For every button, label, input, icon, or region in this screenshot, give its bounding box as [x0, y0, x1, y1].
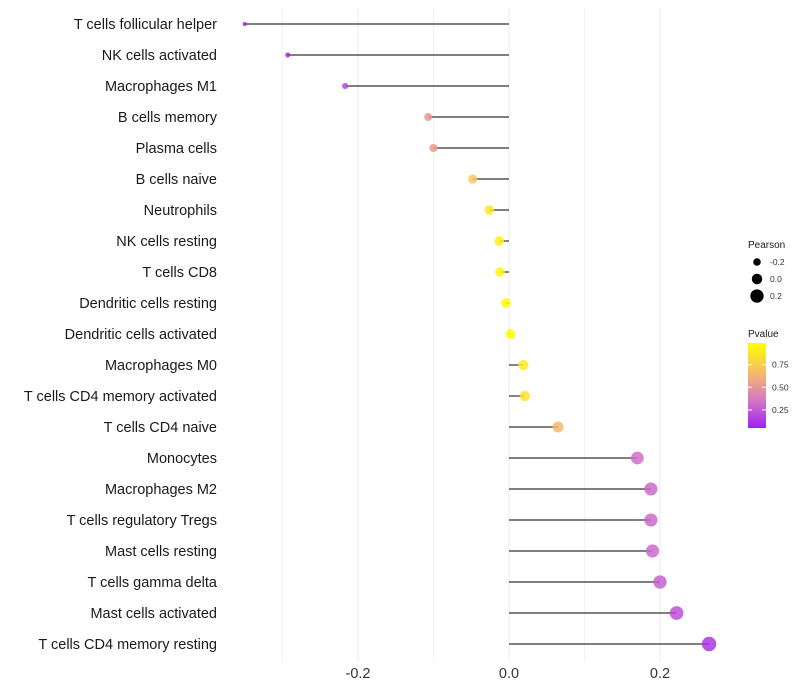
legend-pearson-key: [751, 273, 763, 285]
legend-pearson-label: 0.0: [770, 274, 782, 284]
legend-pearson: Pearson -0.2 0.0 0.2: [748, 240, 785, 303]
lollipop-point: [342, 82, 349, 90]
category-label: Monocytes: [147, 451, 217, 467]
lollipop-point: [644, 513, 658, 527]
category-label: Plasma cells: [136, 141, 217, 157]
category-label: NK cells resting: [116, 234, 217, 250]
lollipop-point: [669, 606, 684, 620]
category-label: T cells CD4 memory resting: [38, 637, 217, 653]
category-label: Macrophages M0: [105, 358, 217, 374]
lollipop-point: [285, 52, 291, 58]
lollipop-point: [424, 112, 433, 122]
pvalue-colorbar: [748, 343, 766, 428]
category-label: Mast cells resting: [105, 544, 217, 560]
category-labels: T cells follicular helper NK cells activa…: [24, 17, 218, 653]
lollipop-point: [644, 482, 658, 496]
category-label: T cells regulatory Tregs: [67, 513, 217, 529]
legend-pearson-key: [750, 289, 764, 303]
lollipop-point: [645, 544, 660, 558]
lollipop-point: [518, 359, 529, 371]
lollipop-point: [501, 298, 511, 308]
lollipop-points: [242, 22, 717, 652]
category-label: NK cells activated: [102, 48, 217, 64]
lollipop-point: [242, 22, 247, 26]
category-label: Dendritic cells resting: [79, 296, 217, 312]
x-tick-label: -0.2: [346, 666, 371, 682]
lollipop-point: [505, 329, 516, 339]
legend-pearson-title: Pearson: [748, 240, 785, 251]
legend-pvalue-label: 0.50: [772, 382, 789, 392]
lollipop-point: [701, 636, 717, 652]
category-label: B cells memory: [118, 110, 218, 126]
category-label: B cells naive: [136, 172, 217, 188]
legend-pvalue: Pvalue 0.75 0.50 0.25: [748, 329, 789, 428]
legend-pearson-label: 0.2: [770, 291, 782, 301]
lollipop-point: [468, 174, 478, 184]
lollipop-point: [653, 575, 667, 589]
lollipop-point: [495, 267, 505, 277]
category-label: Macrophages M2: [105, 482, 217, 498]
lollipop-point: [494, 236, 505, 246]
lollipop-point: [519, 390, 530, 402]
category-label: T cells CD8: [142, 265, 217, 281]
category-label: T cells follicular helper: [74, 17, 217, 33]
x-axis: -0.2 0.0 0.2: [346, 666, 671, 682]
x-tick-label: 0.2: [650, 666, 670, 682]
legend-pvalue-label: 0.25: [772, 405, 789, 415]
category-label: Dendritic cells activated: [65, 327, 217, 343]
lollipop-segments: [244, 23, 710, 645]
legend-pearson-key: [753, 258, 761, 266]
category-label: T cells gamma delta: [88, 575, 218, 591]
category-label: Neutrophils: [144, 203, 217, 219]
category-label: Macrophages M1: [105, 79, 217, 95]
lollipop-point: [552, 421, 564, 433]
x-tick-label: 0.0: [499, 666, 519, 682]
legend-pvalue-label: 0.75: [772, 360, 789, 370]
lollipop-point: [484, 205, 495, 215]
lollipop-point: [630, 451, 644, 465]
category-label: Mast cells activated: [90, 606, 217, 622]
category-label: T cells CD4 memory activated: [24, 389, 217, 405]
lollipop-point: [429, 143, 438, 153]
grid-lines: [282, 8, 661, 662]
legend-pvalue-title: Pvalue: [748, 329, 779, 340]
legend-pearson-label: -0.2: [770, 257, 785, 267]
category-label: T cells CD4 naive: [104, 420, 217, 436]
